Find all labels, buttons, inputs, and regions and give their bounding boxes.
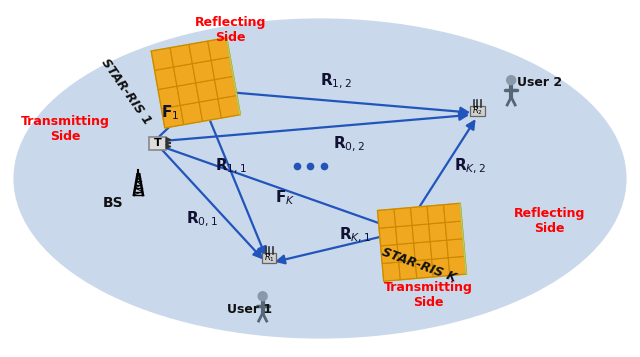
FancyBboxPatch shape xyxy=(394,208,412,227)
FancyBboxPatch shape xyxy=(196,80,218,102)
FancyBboxPatch shape xyxy=(161,105,184,128)
FancyBboxPatch shape xyxy=(211,57,234,80)
Text: $R_1$: $R_1$ xyxy=(264,252,275,265)
Text: Transmitting
Side: Transmitting Side xyxy=(384,281,473,310)
FancyBboxPatch shape xyxy=(444,203,461,222)
FancyBboxPatch shape xyxy=(382,262,400,281)
Text: Reflecting
Side: Reflecting Side xyxy=(195,16,266,44)
FancyBboxPatch shape xyxy=(430,240,448,259)
FancyBboxPatch shape xyxy=(396,225,413,245)
Text: Reflecting
Side: Reflecting Side xyxy=(514,207,585,235)
FancyBboxPatch shape xyxy=(448,256,467,275)
FancyBboxPatch shape xyxy=(381,245,399,263)
FancyBboxPatch shape xyxy=(429,222,447,242)
FancyBboxPatch shape xyxy=(180,102,202,125)
Text: User 1: User 1 xyxy=(227,303,273,316)
FancyBboxPatch shape xyxy=(411,206,429,225)
FancyBboxPatch shape xyxy=(413,242,432,261)
Text: $\mathbf{R}_{K,1}$: $\mathbf{R}_{K,1}$ xyxy=(339,226,371,245)
Text: T: T xyxy=(154,138,161,148)
FancyBboxPatch shape xyxy=(445,221,463,240)
FancyBboxPatch shape xyxy=(177,83,199,105)
FancyBboxPatch shape xyxy=(189,41,211,64)
Text: $\mathbf{R}_{0,1}$: $\mathbf{R}_{0,1}$ xyxy=(186,210,218,229)
FancyBboxPatch shape xyxy=(447,239,465,258)
FancyBboxPatch shape xyxy=(218,95,240,118)
Bar xyxy=(460,203,467,274)
Ellipse shape xyxy=(14,19,626,338)
FancyBboxPatch shape xyxy=(378,209,396,228)
Text: $\mathbf{R}_{1,2}$: $\mathbf{R}_{1,2}$ xyxy=(320,71,352,91)
FancyBboxPatch shape xyxy=(397,243,415,262)
FancyBboxPatch shape xyxy=(173,64,196,86)
Text: $R_2$: $R_2$ xyxy=(472,105,483,117)
Text: User 2: User 2 xyxy=(517,76,563,89)
FancyBboxPatch shape xyxy=(379,227,397,246)
FancyBboxPatch shape xyxy=(199,99,221,121)
Text: $\mathbf{R}_{0,2}$: $\mathbf{R}_{0,2}$ xyxy=(333,135,365,155)
FancyBboxPatch shape xyxy=(427,205,445,224)
FancyBboxPatch shape xyxy=(208,38,230,60)
FancyBboxPatch shape xyxy=(415,259,433,278)
Text: $\mathbf{R}_{1,1}$: $\mathbf{R}_{1,1}$ xyxy=(215,156,247,176)
FancyBboxPatch shape xyxy=(262,253,276,263)
FancyBboxPatch shape xyxy=(170,45,192,67)
Bar xyxy=(226,38,241,115)
Bar xyxy=(378,203,467,281)
Text: Transmitting
Side: Transmitting Side xyxy=(20,115,109,143)
Text: BS: BS xyxy=(102,196,124,210)
FancyBboxPatch shape xyxy=(412,224,430,243)
Text: STAR-RIS K: STAR-RIS K xyxy=(380,246,458,285)
FancyBboxPatch shape xyxy=(155,67,177,90)
Circle shape xyxy=(258,292,267,301)
Text: $\mathbf{F}_{1}$: $\mathbf{F}_{1}$ xyxy=(161,104,179,122)
FancyBboxPatch shape xyxy=(151,48,173,70)
FancyBboxPatch shape xyxy=(214,76,237,99)
Text: $\mathbf{F}_{K}$: $\mathbf{F}_{K}$ xyxy=(275,188,295,207)
FancyBboxPatch shape xyxy=(399,261,417,280)
Text: $\mathbf{R}_{K,2}$: $\mathbf{R}_{K,2}$ xyxy=(454,156,486,176)
FancyBboxPatch shape xyxy=(470,106,485,116)
FancyBboxPatch shape xyxy=(432,258,450,277)
Bar xyxy=(151,38,240,128)
FancyBboxPatch shape xyxy=(158,86,180,109)
FancyBboxPatch shape xyxy=(148,137,166,150)
Circle shape xyxy=(507,76,516,85)
FancyBboxPatch shape xyxy=(193,60,214,83)
Text: STAR-RIS 1: STAR-RIS 1 xyxy=(98,56,153,127)
